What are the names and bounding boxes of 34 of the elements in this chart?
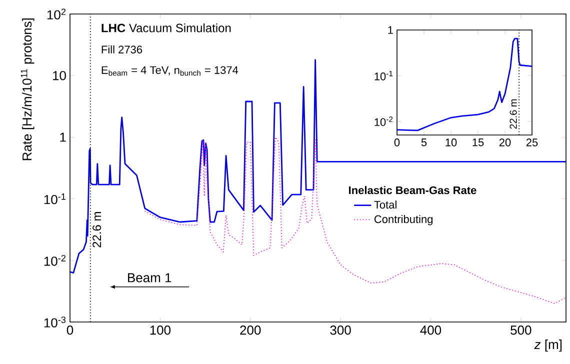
x-tick-label: 400	[420, 326, 442, 335]
x-tick-label: 300	[330, 326, 351, 335]
annotation: Beam 1	[128, 273, 172, 282]
line-series	[396, 38, 533, 132]
y-tick-label: 10$^{-1}$	[44, 193, 66, 204]
y-tick-label: 1	[388, 26, 393, 34]
x-tick-label: 0	[394, 138, 400, 146]
ref-line-label: 22.6 m	[92, 212, 102, 248]
y-tick-label: 10$^{-3}$	[44, 316, 66, 328]
y-tick-label: 10$^{2}$	[47, 8, 66, 20]
x-tick-label: 15	[472, 138, 484, 146]
x-tick-label: 5	[421, 138, 427, 146]
legend-title: Inelastic Beam-Gas Rate	[349, 186, 476, 194]
y-tick-label: 1	[60, 132, 66, 142]
annotation: LHC Vacuum Simulation	[102, 23, 231, 32]
annotation: Fill 2736	[102, 45, 142, 54]
x-tick-label: 25	[526, 138, 538, 146]
annotation: E$_{beam}$ = 4 TeV, n$_{bunch}$ = 1374	[102, 66, 238, 76]
legend-label: Contributing	[374, 215, 433, 226]
x-tick-label: 0	[66, 326, 74, 335]
x-tick-label: 500	[510, 326, 532, 335]
x-tick-label: 10	[446, 138, 457, 146]
x-tick-label: 100	[150, 326, 171, 335]
y-tick-label: 10$^{-1}$	[374, 70, 393, 80]
x-tick-label: 200	[240, 326, 261, 335]
y-tick-label: 10	[52, 70, 66, 80]
y-axis-title: Rate [Hz/m/10$^{11}$ protons]	[20, 18, 34, 160]
y-tick-label: 10$^{-2}$	[44, 254, 66, 266]
line-series	[69, 59, 567, 274]
y-tick-label: 10$^{-2}$	[374, 116, 393, 126]
legend-label: Total	[374, 200, 396, 209]
x-axis-title: z [m]	[534, 340, 562, 352]
ref-line-label: 22.6 m	[510, 99, 517, 129]
x-tick-label: 20	[499, 138, 511, 146]
